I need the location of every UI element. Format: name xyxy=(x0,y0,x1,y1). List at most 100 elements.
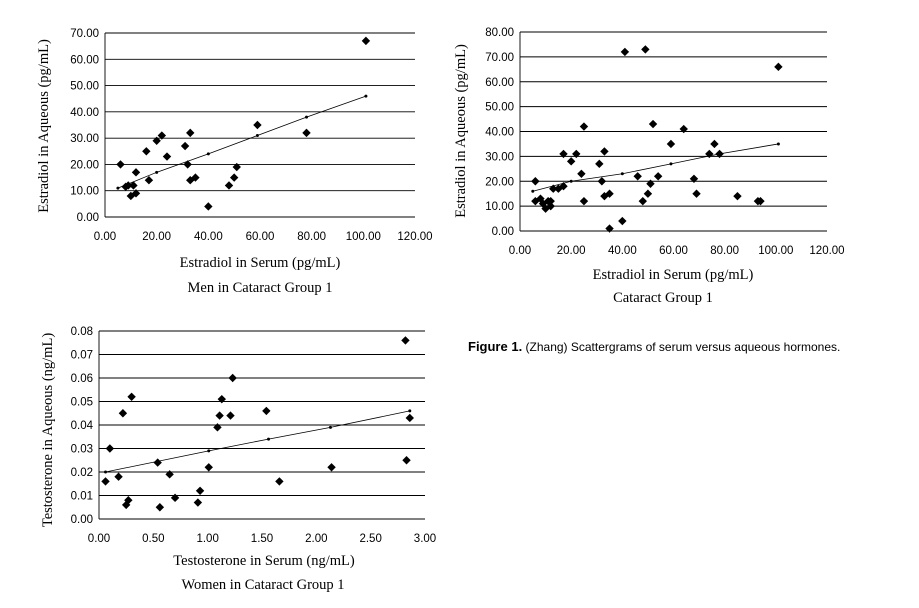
data-point xyxy=(186,128,195,138)
trend-marker xyxy=(155,170,159,174)
data-point xyxy=(204,463,213,472)
trend-marker xyxy=(531,189,535,193)
x-tick-label: 120.00 xyxy=(397,231,432,243)
chart-title: Men in Cataract Group 1 xyxy=(188,280,333,296)
y-tick-label: 0.00 xyxy=(71,514,93,526)
data-point xyxy=(229,173,239,182)
data-point xyxy=(733,191,742,201)
x-tick-labels: 0.00 0.50 1.00 1.50 2.00 2.50 3.00 xyxy=(88,533,436,545)
x-tick-label: 60.00 xyxy=(659,245,688,257)
data-point xyxy=(774,62,783,72)
data-point xyxy=(193,498,203,507)
trend-line xyxy=(104,409,412,474)
data-point xyxy=(600,147,609,156)
y-tick-label: 0.00 xyxy=(77,212,99,224)
x-tick-label: 3.00 xyxy=(414,533,436,545)
data-point xyxy=(116,160,125,169)
y-tick-label: 70.00 xyxy=(70,28,99,40)
data-point xyxy=(638,196,647,206)
y-tick-label: 30.00 xyxy=(70,133,99,145)
chart-cataract-estradiol: 0.00 10.00 20.00 30.00 40.00 50.00 60.00 70.00 8… xyxy=(453,27,845,306)
data-point xyxy=(217,394,226,404)
data-point xyxy=(401,336,410,345)
data-point xyxy=(648,119,658,129)
y-tick-label: 40.00 xyxy=(485,127,514,139)
x-axis-title: Testosterone in Serum (ng/mL) xyxy=(173,553,355,569)
data-point xyxy=(559,182,568,191)
trend-marker xyxy=(776,142,780,146)
data-point xyxy=(618,216,627,226)
trend-marker xyxy=(267,437,271,441)
y-tick-label: 10.00 xyxy=(485,201,514,213)
y-tick-label: 0.08 xyxy=(71,326,93,338)
data-point xyxy=(213,423,222,432)
x-tick-label: 0.00 xyxy=(88,533,110,545)
x-tick-label: 20.00 xyxy=(142,231,171,243)
figure-caption-text: (Zhang) Scattergrams of serum versus aqu… xyxy=(525,340,841,354)
y-tick-label: 0.01 xyxy=(71,491,93,503)
data-point xyxy=(155,503,165,512)
data-point xyxy=(183,160,192,169)
data-point xyxy=(531,177,540,186)
data-point xyxy=(577,169,586,178)
x-tick-label: 0.00 xyxy=(509,245,531,257)
data-point xyxy=(559,149,568,159)
data-point xyxy=(162,152,172,161)
data-point xyxy=(572,149,581,159)
data-point xyxy=(224,181,234,190)
data-point xyxy=(620,47,630,57)
data-point xyxy=(643,189,653,198)
data-point xyxy=(641,45,650,54)
x-axis-title: Estradiol in Serum (pg/mL) xyxy=(593,267,754,283)
x-tick-labels: 0.00 20.00 40.00 60.00 80.00 100.00 120.00 xyxy=(509,245,845,257)
trend-marker xyxy=(669,162,673,166)
data-point xyxy=(566,157,576,166)
data-point xyxy=(302,128,311,138)
data-point xyxy=(402,456,411,465)
gridlines xyxy=(519,31,827,232)
x-tick-label: 40.00 xyxy=(194,231,223,243)
data-point xyxy=(129,181,138,190)
y-tick-label: 0.02 xyxy=(71,467,93,479)
data-point xyxy=(646,179,655,188)
data-point xyxy=(144,176,154,185)
data-point xyxy=(195,486,205,495)
data-point xyxy=(579,196,589,206)
x-tick-label: 60.00 xyxy=(246,231,275,243)
data-point xyxy=(118,409,128,418)
trend-line-path xyxy=(105,410,410,473)
data-point xyxy=(142,147,151,156)
data-point xyxy=(152,136,161,145)
data-point xyxy=(131,189,141,198)
data-point xyxy=(405,413,414,423)
y-tick-label: 0.00 xyxy=(492,226,514,238)
x-tick-label: 2.00 xyxy=(305,533,327,545)
gridlines xyxy=(98,330,425,520)
trend-marker xyxy=(207,449,211,453)
data-point xyxy=(180,141,190,151)
x-tick-label: 1.00 xyxy=(196,533,218,545)
y-tick-label: 20.00 xyxy=(485,176,514,188)
data-point xyxy=(114,472,123,481)
data-point xyxy=(262,406,271,416)
data-point xyxy=(204,202,213,211)
x-tick-label: 2.50 xyxy=(359,533,381,545)
data-point xyxy=(705,149,714,159)
data-point xyxy=(605,189,614,198)
y-tick-label: 0.04 xyxy=(71,420,94,432)
data-point xyxy=(170,493,180,503)
chart-title: Women in Cataract Group 1 xyxy=(181,577,344,593)
y-axis-title: Estradiol in Aqueous (pg/mL) xyxy=(453,44,469,218)
data-point xyxy=(600,191,609,201)
y-tick-labels: 0.00 10.00 20.00 30.00 40.00 50.00 60.00 70.00 8… xyxy=(485,27,514,238)
data-point xyxy=(666,139,676,149)
data-point xyxy=(157,131,167,140)
x-tick-label: 120.00 xyxy=(809,245,844,257)
data-point xyxy=(546,196,555,206)
x-tick-label: 80.00 xyxy=(710,245,739,257)
data-point xyxy=(597,177,607,186)
data-point xyxy=(633,172,642,181)
data-points xyxy=(116,36,371,211)
trend-marker xyxy=(104,470,108,474)
